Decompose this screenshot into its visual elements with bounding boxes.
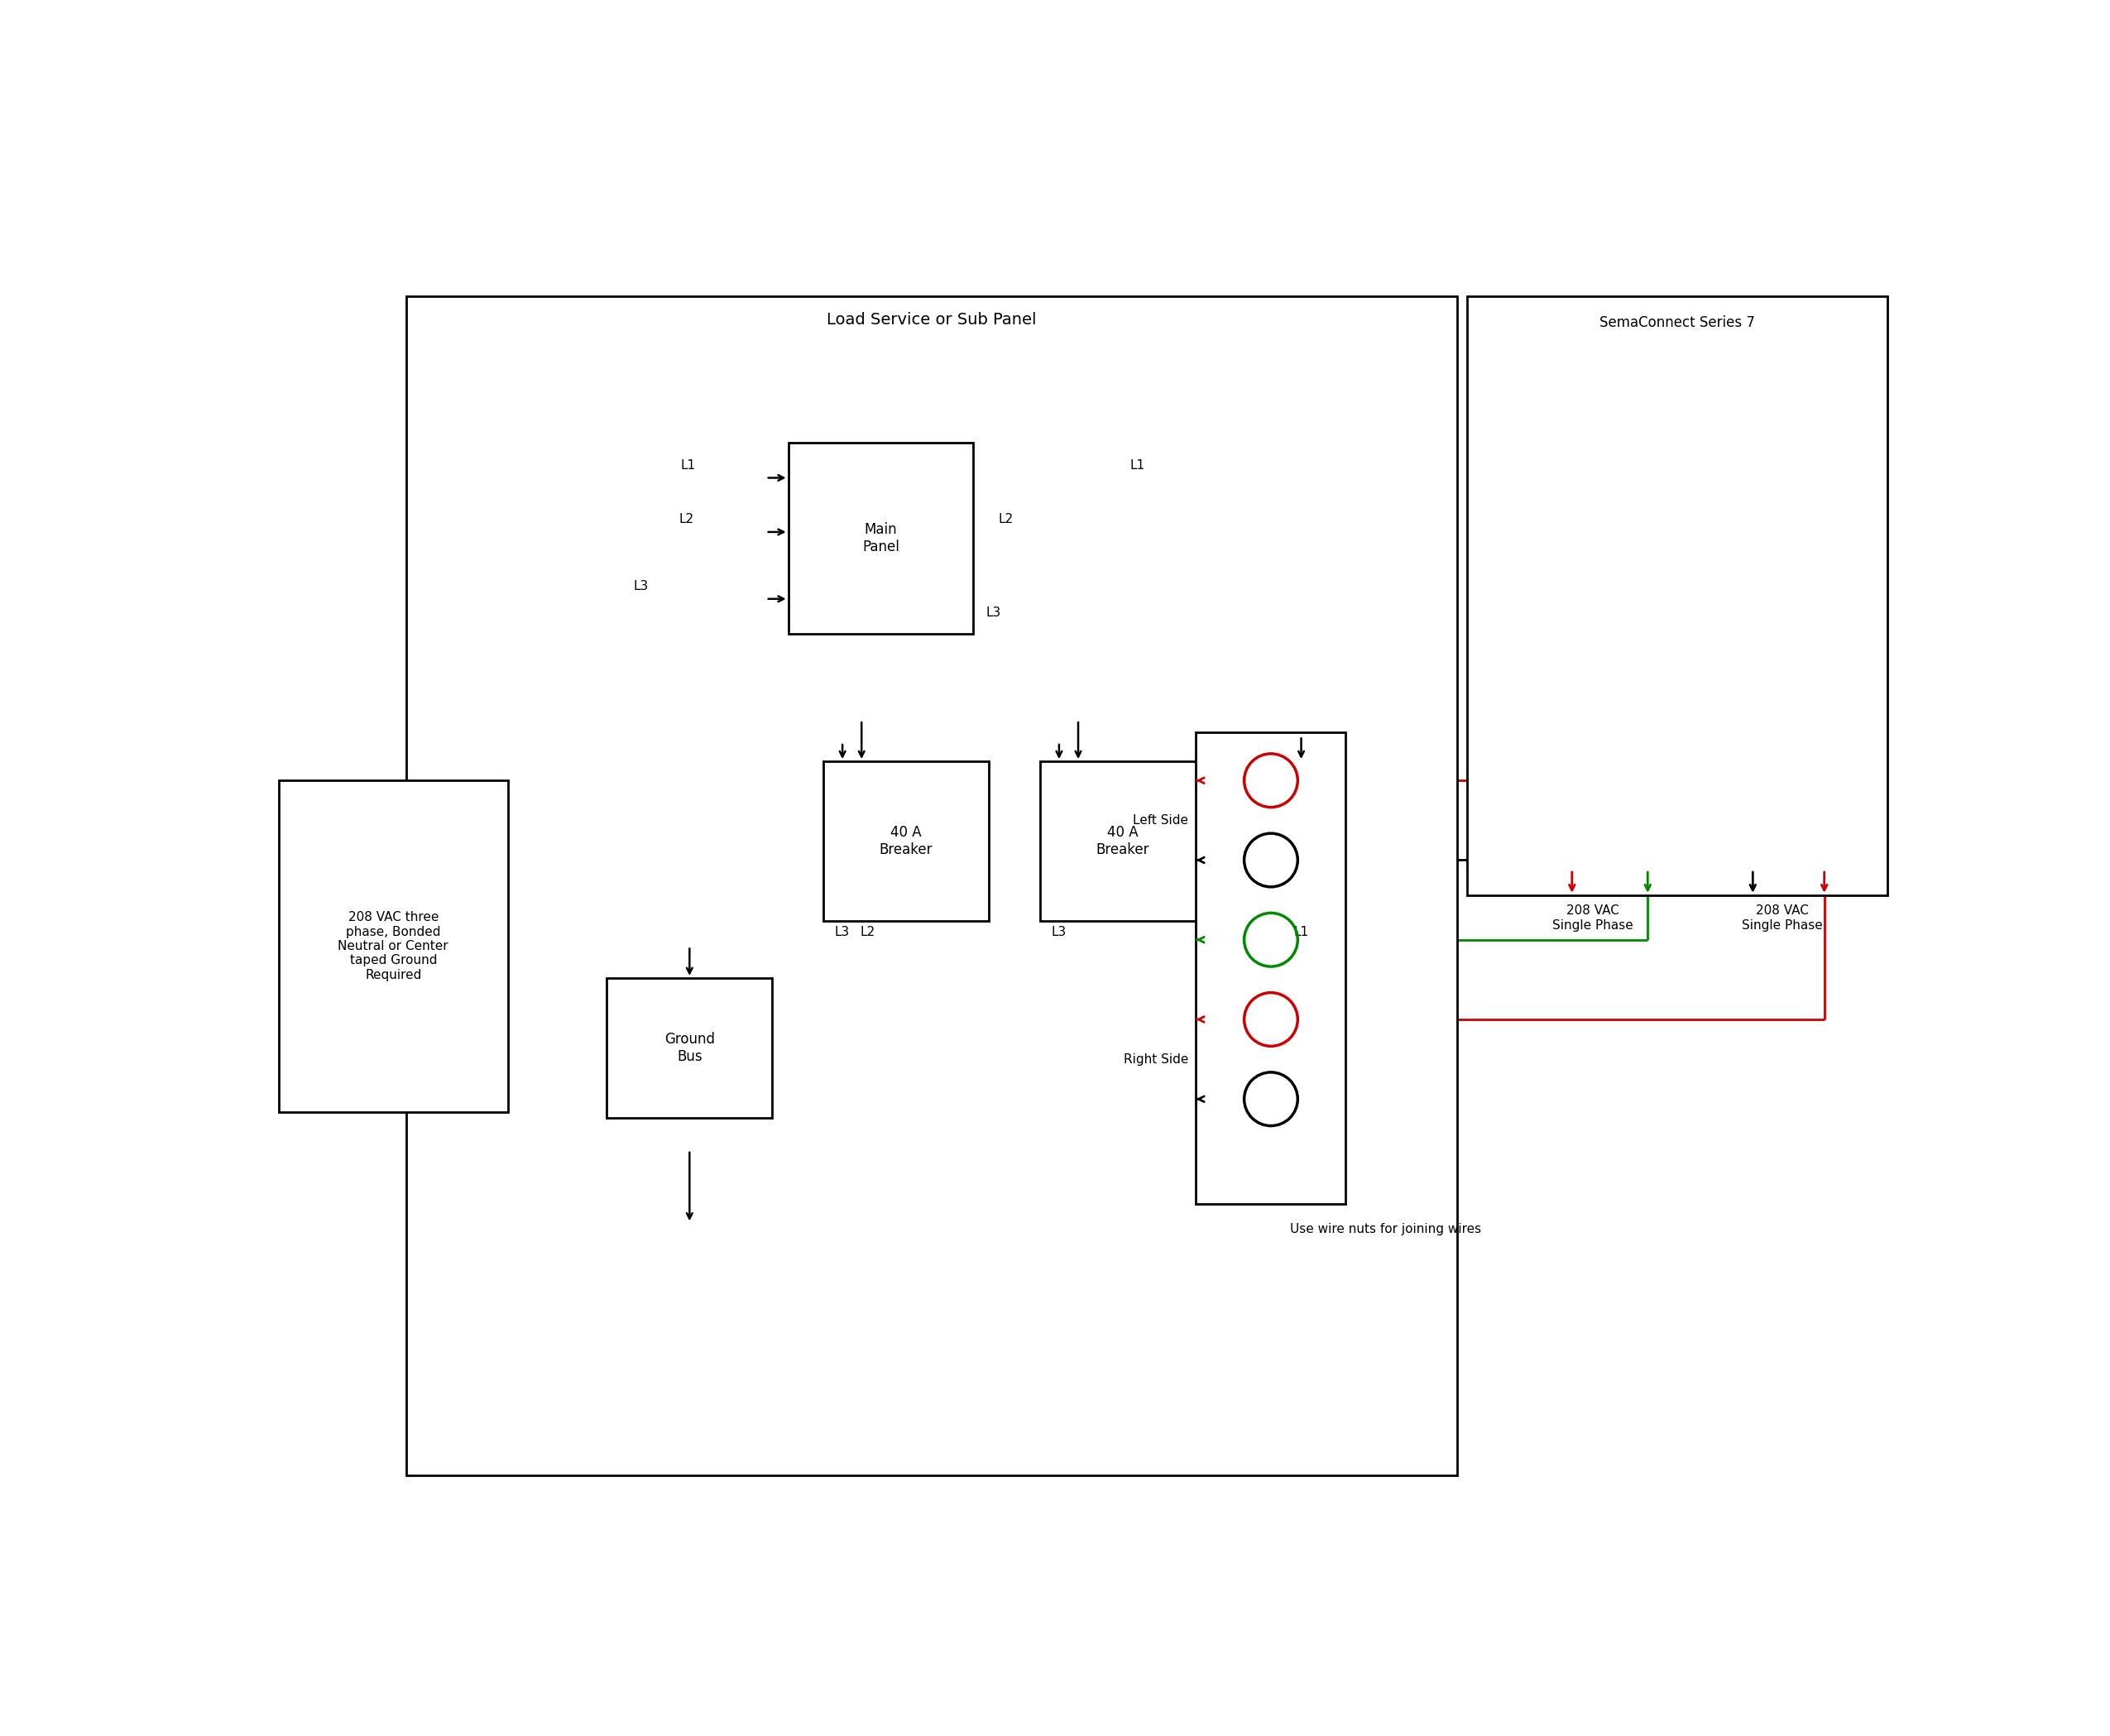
- Text: L2: L2: [861, 925, 876, 937]
- Text: L1: L1: [1293, 925, 1308, 937]
- Text: 208 VAC
Single Phase: 208 VAC Single Phase: [1553, 904, 1633, 932]
- Text: 208 VAC
Single Phase: 208 VAC Single Phase: [1741, 904, 1823, 932]
- Bar: [823, 762, 990, 920]
- Text: Main
Panel: Main Panel: [863, 523, 899, 554]
- Text: L1: L1: [679, 458, 696, 472]
- Text: L3: L3: [1051, 925, 1068, 937]
- Text: Use wire nuts for joining wires: Use wire nuts for joining wires: [1289, 1224, 1481, 1236]
- Bar: [1040, 762, 1205, 920]
- Text: L2: L2: [679, 514, 694, 526]
- Text: L2: L2: [998, 514, 1013, 526]
- Bar: [1466, 297, 1886, 896]
- Bar: [608, 977, 772, 1118]
- Text: L3: L3: [985, 606, 1000, 620]
- Text: L1: L1: [1129, 458, 1144, 472]
- Bar: [789, 443, 973, 634]
- Text: SemaConnect Series 7: SemaConnect Series 7: [1599, 316, 1756, 330]
- Text: Right Side: Right Side: [1123, 1054, 1188, 1066]
- Text: 40 A
Breaker: 40 A Breaker: [1095, 825, 1150, 858]
- Text: L3: L3: [836, 925, 850, 937]
- Bar: [279, 781, 509, 1111]
- Text: Left Side: Left Side: [1133, 814, 1188, 826]
- Text: Load Service or Sub Panel: Load Service or Sub Panel: [827, 312, 1036, 328]
- Bar: [405, 297, 1458, 1476]
- Text: L3: L3: [633, 580, 648, 592]
- Text: 208 VAC three
phase, Bonded
Neutral or Center
taped Ground
Required: 208 VAC three phase, Bonded Neutral or C…: [338, 911, 449, 981]
- Text: Ground
Bus: Ground Bus: [665, 1031, 715, 1064]
- Text: 40 A
Breaker: 40 A Breaker: [880, 825, 933, 858]
- Bar: [1196, 733, 1346, 1205]
